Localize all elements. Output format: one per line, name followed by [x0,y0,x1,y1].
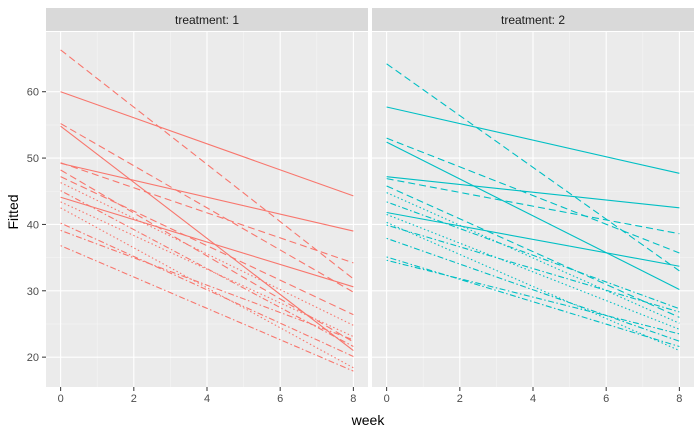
series-line [60,201,354,338]
series-line [60,245,354,372]
series-line [60,49,354,280]
x-tick-label: 8 [676,393,682,405]
series-line [60,176,354,316]
facet-strip-label: treatment: 2 [501,13,565,27]
x-tick-label: 6 [603,393,609,405]
series-line [386,256,680,348]
x-tick-label: 4 [530,393,536,405]
series-line [60,196,354,288]
series-line [386,176,680,209]
series-line [386,178,680,235]
y-axis-title: Fitted [5,194,21,229]
y-tick-label: 60 [27,87,39,99]
series-line [60,123,354,293]
series-line [386,211,680,267]
series-line [60,91,354,197]
x-tick-label: 0 [384,393,390,405]
y-tick-label: 20 [27,352,39,364]
facet-panel: treatment: 2 0 2 4 6 8 [372,8,694,405]
facet-strip [46,8,368,31]
series-line [386,141,680,290]
y-tick-label: 30 [27,286,39,298]
series-line [60,169,354,343]
facet-strip-label: treatment: 1 [175,13,239,27]
x-tick-label: 4 [204,393,210,405]
x-tick-label: 8 [350,393,356,405]
series-line [60,162,354,264]
facet-strip [372,8,694,31]
series-line [386,137,680,254]
series-line [386,213,680,330]
x-tick-label: 6 [277,393,283,405]
y-tick-label: 40 [27,219,39,231]
series-line [60,190,354,348]
facet-panels: treatment: 1 0 2 4 6 8 20 30 40 50 60 treatment: 2 0… [27,8,694,405]
series-line [60,222,354,357]
series-line [386,106,680,174]
x-axis-title: week [351,412,386,428]
series-line [386,185,680,318]
series-line [60,162,354,232]
series-line [60,125,354,351]
x-tick-label: 0 [58,393,64,405]
series-line [386,259,680,335]
series-line [386,237,680,342]
facet-panel: treatment: 1 0 2 4 6 8 20 30 40 50 60 [27,8,368,405]
series-line [386,224,680,313]
series-line [386,201,680,310]
series-line [386,192,680,324]
series-line [386,63,680,272]
series-line [386,221,680,352]
y-tick-label: 50 [27,153,39,165]
series-line [60,229,354,341]
x-tick-label: 2 [457,393,463,405]
x-tick-label: 2 [131,393,137,405]
